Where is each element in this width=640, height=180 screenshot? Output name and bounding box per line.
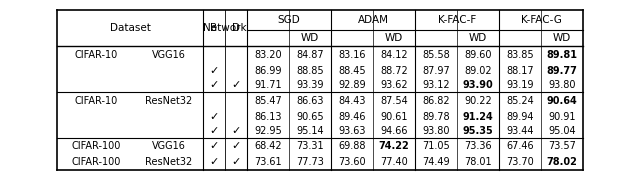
- Text: 90.61: 90.61: [380, 112, 408, 122]
- Text: CIFAR-100: CIFAR-100: [71, 157, 121, 167]
- Text: ✓: ✓: [231, 157, 241, 167]
- Text: 91.71: 91.71: [254, 80, 282, 90]
- Text: 71.05: 71.05: [422, 141, 450, 151]
- Text: 88.17: 88.17: [506, 66, 534, 76]
- Text: ✓: ✓: [209, 80, 219, 90]
- Text: K-FAC-F: K-FAC-F: [438, 15, 476, 25]
- Text: 73.70: 73.70: [506, 157, 534, 167]
- Text: 93.80: 93.80: [548, 80, 576, 90]
- Text: 86.63: 86.63: [296, 96, 324, 106]
- Text: WD: WD: [385, 33, 403, 43]
- Text: 77.40: 77.40: [380, 157, 408, 167]
- Text: 89.78: 89.78: [422, 112, 450, 122]
- Text: WD: WD: [301, 33, 319, 43]
- Text: 90.65: 90.65: [296, 112, 324, 122]
- Text: 90.64: 90.64: [547, 96, 577, 106]
- Text: 84.87: 84.87: [296, 50, 324, 60]
- Text: 73.60: 73.60: [338, 157, 366, 167]
- Text: 93.12: 93.12: [422, 80, 450, 90]
- Text: 95.35: 95.35: [463, 126, 493, 136]
- Text: 85.58: 85.58: [422, 50, 450, 60]
- Text: 88.72: 88.72: [380, 66, 408, 76]
- Text: 67.46: 67.46: [506, 141, 534, 151]
- Text: 88.45: 88.45: [338, 66, 366, 76]
- Text: B: B: [211, 23, 218, 33]
- Text: ✓: ✓: [209, 126, 219, 136]
- Text: 73.57: 73.57: [548, 141, 576, 151]
- Text: 95.04: 95.04: [548, 126, 576, 136]
- Text: 89.02: 89.02: [464, 66, 492, 76]
- Text: ✓: ✓: [209, 157, 219, 167]
- Text: ✓: ✓: [231, 141, 241, 151]
- Text: CIFAR-100: CIFAR-100: [71, 141, 121, 151]
- Text: 93.90: 93.90: [463, 80, 493, 90]
- Text: 87.54: 87.54: [380, 96, 408, 106]
- Text: ✓: ✓: [231, 80, 241, 90]
- Text: K-FAC-G: K-FAC-G: [520, 15, 561, 25]
- Text: 90.22: 90.22: [464, 96, 492, 106]
- Text: 93.44: 93.44: [506, 126, 534, 136]
- Text: 83.85: 83.85: [506, 50, 534, 60]
- Text: WD: WD: [469, 33, 487, 43]
- Text: 93.80: 93.80: [422, 126, 450, 136]
- Text: D: D: [232, 23, 240, 33]
- Text: 86.99: 86.99: [254, 66, 282, 76]
- Text: WD: WD: [553, 33, 571, 43]
- Text: 83.20: 83.20: [254, 50, 282, 60]
- Text: 89.94: 89.94: [506, 112, 534, 122]
- Text: 91.24: 91.24: [463, 112, 493, 122]
- Text: 94.66: 94.66: [380, 126, 408, 136]
- Text: Dataset: Dataset: [109, 23, 150, 33]
- Text: 84.12: 84.12: [380, 50, 408, 60]
- Text: 73.36: 73.36: [464, 141, 492, 151]
- Text: 85.24: 85.24: [506, 96, 534, 106]
- Text: ResNet32: ResNet32: [145, 96, 193, 106]
- Text: 85.47: 85.47: [254, 96, 282, 106]
- Text: 83.16: 83.16: [339, 50, 365, 60]
- Text: ✓: ✓: [209, 112, 219, 122]
- Text: 92.95: 92.95: [254, 126, 282, 136]
- Text: ✓: ✓: [231, 126, 241, 136]
- Text: 73.31: 73.31: [296, 141, 324, 151]
- Text: Network: Network: [203, 23, 247, 33]
- Text: ✓: ✓: [209, 141, 219, 151]
- Text: 89.46: 89.46: [339, 112, 365, 122]
- Text: CIFAR-10: CIFAR-10: [74, 50, 118, 60]
- Text: ✓: ✓: [209, 66, 219, 76]
- Text: ResNet32: ResNet32: [145, 157, 193, 167]
- Text: 78.02: 78.02: [547, 157, 577, 167]
- Text: 89.81: 89.81: [547, 50, 577, 60]
- Text: 69.88: 69.88: [339, 141, 365, 151]
- Text: 93.19: 93.19: [506, 80, 534, 90]
- Text: ADAM: ADAM: [358, 15, 388, 25]
- Text: 74.22: 74.22: [379, 141, 410, 151]
- Text: VGG16: VGG16: [152, 141, 186, 151]
- Text: 93.63: 93.63: [339, 126, 365, 136]
- Text: 73.61: 73.61: [254, 157, 282, 167]
- Text: CIFAR-10: CIFAR-10: [74, 96, 118, 106]
- Text: 93.62: 93.62: [380, 80, 408, 90]
- Text: 77.73: 77.73: [296, 157, 324, 167]
- Text: 95.14: 95.14: [296, 126, 324, 136]
- Text: 68.42: 68.42: [254, 141, 282, 151]
- Text: 87.97: 87.97: [422, 66, 450, 76]
- Text: 89.60: 89.60: [464, 50, 492, 60]
- Text: 74.49: 74.49: [422, 157, 450, 167]
- Text: 86.13: 86.13: [254, 112, 282, 122]
- Text: 90.91: 90.91: [548, 112, 576, 122]
- Text: 84.43: 84.43: [339, 96, 365, 106]
- Text: 88.85: 88.85: [296, 66, 324, 76]
- Text: 93.39: 93.39: [296, 80, 324, 90]
- Text: VGG16: VGG16: [152, 50, 186, 60]
- Text: SGD: SGD: [278, 15, 300, 25]
- Text: 86.82: 86.82: [422, 96, 450, 106]
- Text: 89.77: 89.77: [547, 66, 577, 76]
- Text: 92.89: 92.89: [338, 80, 366, 90]
- Text: 78.01: 78.01: [464, 157, 492, 167]
